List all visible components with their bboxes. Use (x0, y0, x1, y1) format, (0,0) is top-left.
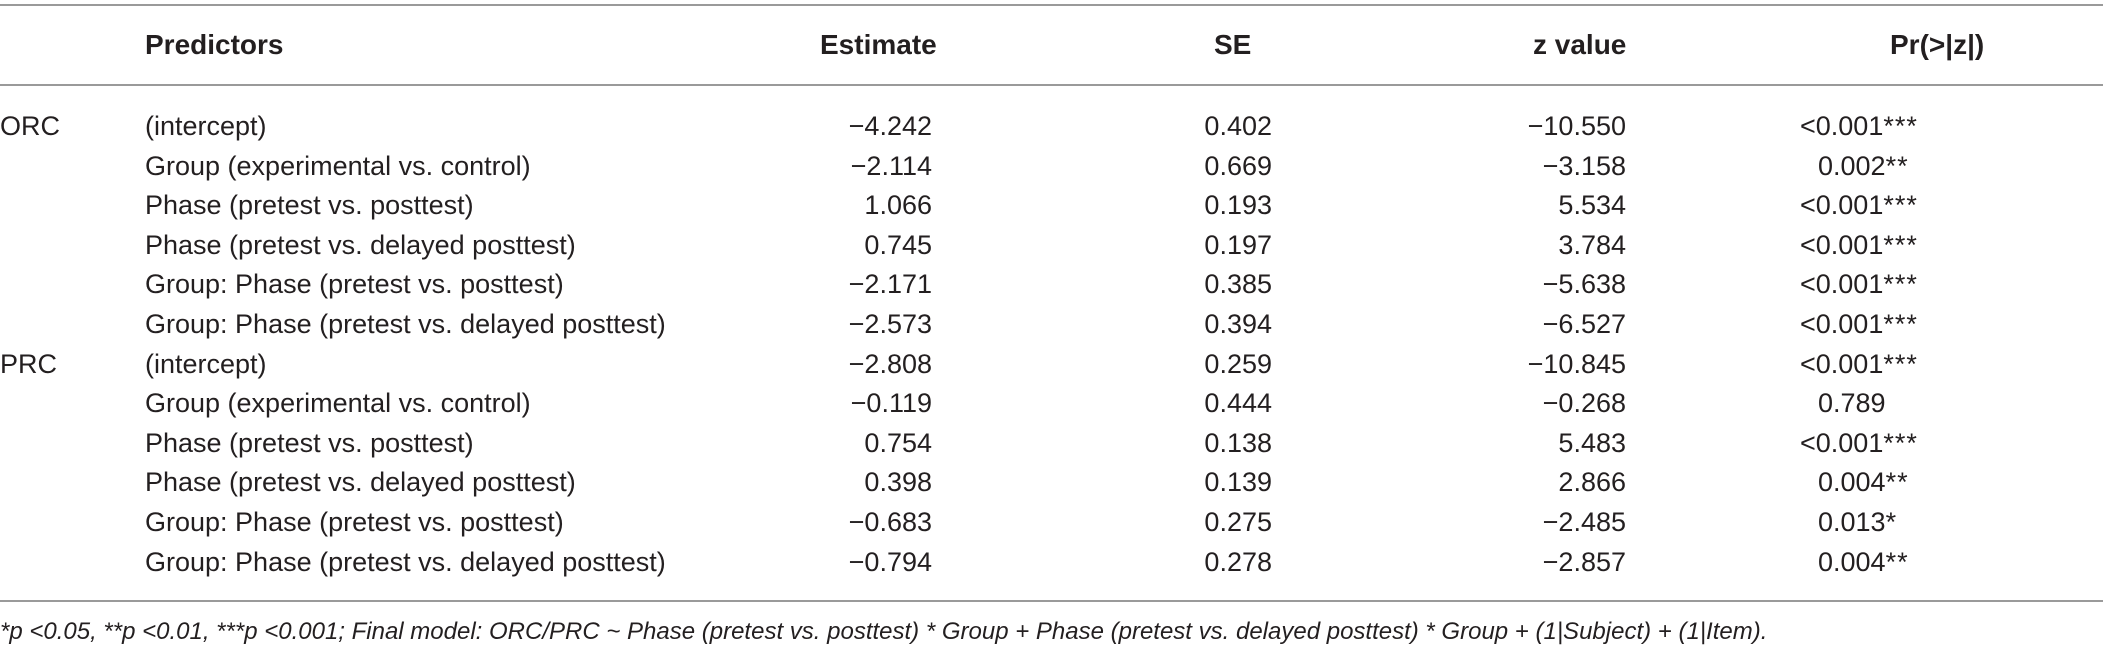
z-value-cell: −2.857 (1542, 547, 1626, 577)
predictor-cell: Phase (pretest vs. delayed posttest) (145, 467, 576, 497)
significance-stars: *** (1883, 269, 1918, 299)
se-cell: 0.444 (1204, 388, 1272, 418)
p-value-cell: 0.013* (1818, 505, 2058, 539)
estimate-cell: −0.794 (848, 547, 932, 577)
significance-stars: *** (1883, 309, 1918, 339)
p-value-text: 0.002 (1818, 151, 1886, 181)
significance-stars: * (1885, 507, 1898, 537)
p-value-cell: 0.002** (1818, 149, 2058, 183)
header-se: SE (1214, 29, 1252, 60)
se-cell: 0.402 (1204, 111, 1272, 141)
estimate-cell: −2.573 (848, 309, 932, 339)
z-value-cell: 3.784 (1558, 230, 1626, 260)
p-value-text: 0.789 (1818, 388, 1886, 418)
se-cell: 0.278 (1204, 547, 1272, 577)
p-value-cell: <0.001*** (1800, 228, 2040, 262)
p-value-cell: 0.004** (1818, 545, 2058, 579)
se-cell: 0.138 (1204, 428, 1272, 458)
significance-stars: ** (1885, 547, 1909, 577)
significance-stars: ** (1885, 467, 1909, 497)
estimate-cell: 0.754 (864, 428, 932, 458)
table-header-rule (0, 84, 2103, 86)
header-p-value: Pr(>|z|) (1890, 29, 1985, 60)
z-value-cell: 5.483 (1558, 428, 1626, 458)
p-value-text: <0.001 (1800, 111, 1884, 141)
z-value-cell: 2.866 (1558, 467, 1626, 497)
estimate-cell: −2.171 (848, 269, 932, 299)
se-cell: 0.385 (1204, 269, 1272, 299)
significance-stars: *** (1883, 230, 1918, 260)
significance-stars: *** (1883, 190, 1918, 220)
predictor-cell: (intercept) (145, 111, 267, 141)
p-value-text: 0.004 (1818, 467, 1886, 497)
z-value-cell: −0.268 (1542, 388, 1626, 418)
predictor-cell: Group: Phase (pretest vs. posttest) (145, 507, 564, 537)
predictor-cell: Group: Phase (pretest vs. delayed postte… (145, 309, 666, 339)
z-value-cell: −6.527 (1542, 309, 1626, 339)
predictor-cell: Phase (pretest vs. delayed posttest) (145, 230, 576, 260)
p-value-cell: <0.001*** (1800, 188, 2040, 222)
se-cell: 0.193 (1204, 190, 1272, 220)
significance-stars: *** (1883, 111, 1918, 141)
p-value-text: <0.001 (1800, 309, 1884, 339)
p-value-cell: <0.001*** (1800, 347, 2040, 381)
estimate-cell: −2.808 (848, 349, 932, 379)
se-cell: 0.259 (1204, 349, 1272, 379)
se-cell: 0.394 (1204, 309, 1272, 339)
group-label: ORC (0, 111, 60, 141)
predictor-cell: Group: Phase (pretest vs. delayed postte… (145, 547, 666, 577)
se-cell: 0.275 (1204, 507, 1272, 537)
header-z-value: z value (1533, 29, 1627, 60)
z-value-cell: −3.158 (1542, 151, 1626, 181)
p-value-text: 0.013 (1818, 507, 1886, 537)
p-value-cell: <0.001*** (1800, 426, 2040, 460)
predictor-cell: Group: Phase (pretest vs. posttest) (145, 269, 564, 299)
p-value-cell: 0.789 (1818, 386, 2058, 420)
z-value-cell: −5.638 (1542, 269, 1626, 299)
predictor-cell: Phase (pretest vs. posttest) (145, 428, 474, 458)
z-value-cell: −10.550 (1527, 111, 1626, 141)
p-value-text: <0.001 (1800, 269, 1884, 299)
estimate-cell: −0.119 (850, 388, 932, 418)
se-cell: 0.669 (1204, 151, 1272, 181)
p-value-text: <0.001 (1800, 428, 1884, 458)
predictor-cell: Group (experimental vs. control) (145, 151, 531, 181)
significance-stars: ** (1885, 151, 1909, 181)
p-value-cell: <0.001*** (1800, 109, 2040, 143)
estimate-cell: −2.114 (850, 151, 932, 181)
predictor-cell: (intercept) (145, 349, 267, 379)
header-estimate: Estimate (820, 29, 937, 60)
table-bottom-rule (0, 600, 2103, 602)
significance-stars: *** (1883, 349, 1918, 379)
z-value-cell: 5.534 (1558, 190, 1626, 220)
estimate-cell: 0.398 (864, 467, 932, 497)
table-top-rule (0, 4, 2103, 6)
estimate-cell: −0.683 (848, 507, 932, 537)
predictor-cell: Phase (pretest vs. posttest) (145, 190, 474, 220)
p-value-text: <0.001 (1800, 190, 1884, 220)
header-predictors: Predictors (145, 29, 284, 60)
p-value-text: <0.001 (1800, 349, 1884, 379)
table-footnote: *p <0.05, **p <0.01, ***p <0.001; Final … (0, 618, 1768, 645)
p-value-text: 0.004 (1818, 547, 1886, 577)
estimate-cell: 0.745 (864, 230, 932, 260)
p-value-text: <0.001 (1800, 230, 1884, 260)
z-value-cell: −10.845 (1527, 349, 1626, 379)
p-value-cell: <0.001*** (1800, 307, 2040, 341)
z-value-cell: −2.485 (1542, 507, 1626, 537)
estimate-cell: −4.242 (848, 111, 932, 141)
p-value-cell: <0.001*** (1800, 267, 2040, 301)
group-label: PRC (0, 349, 58, 379)
estimate-cell: 1.066 (864, 190, 932, 220)
se-cell: 0.197 (1204, 230, 1272, 260)
se-cell: 0.139 (1204, 467, 1272, 497)
p-value-cell: 0.004** (1818, 465, 2058, 499)
predictor-cell: Group (experimental vs. control) (145, 388, 531, 418)
significance-stars: *** (1883, 428, 1918, 458)
